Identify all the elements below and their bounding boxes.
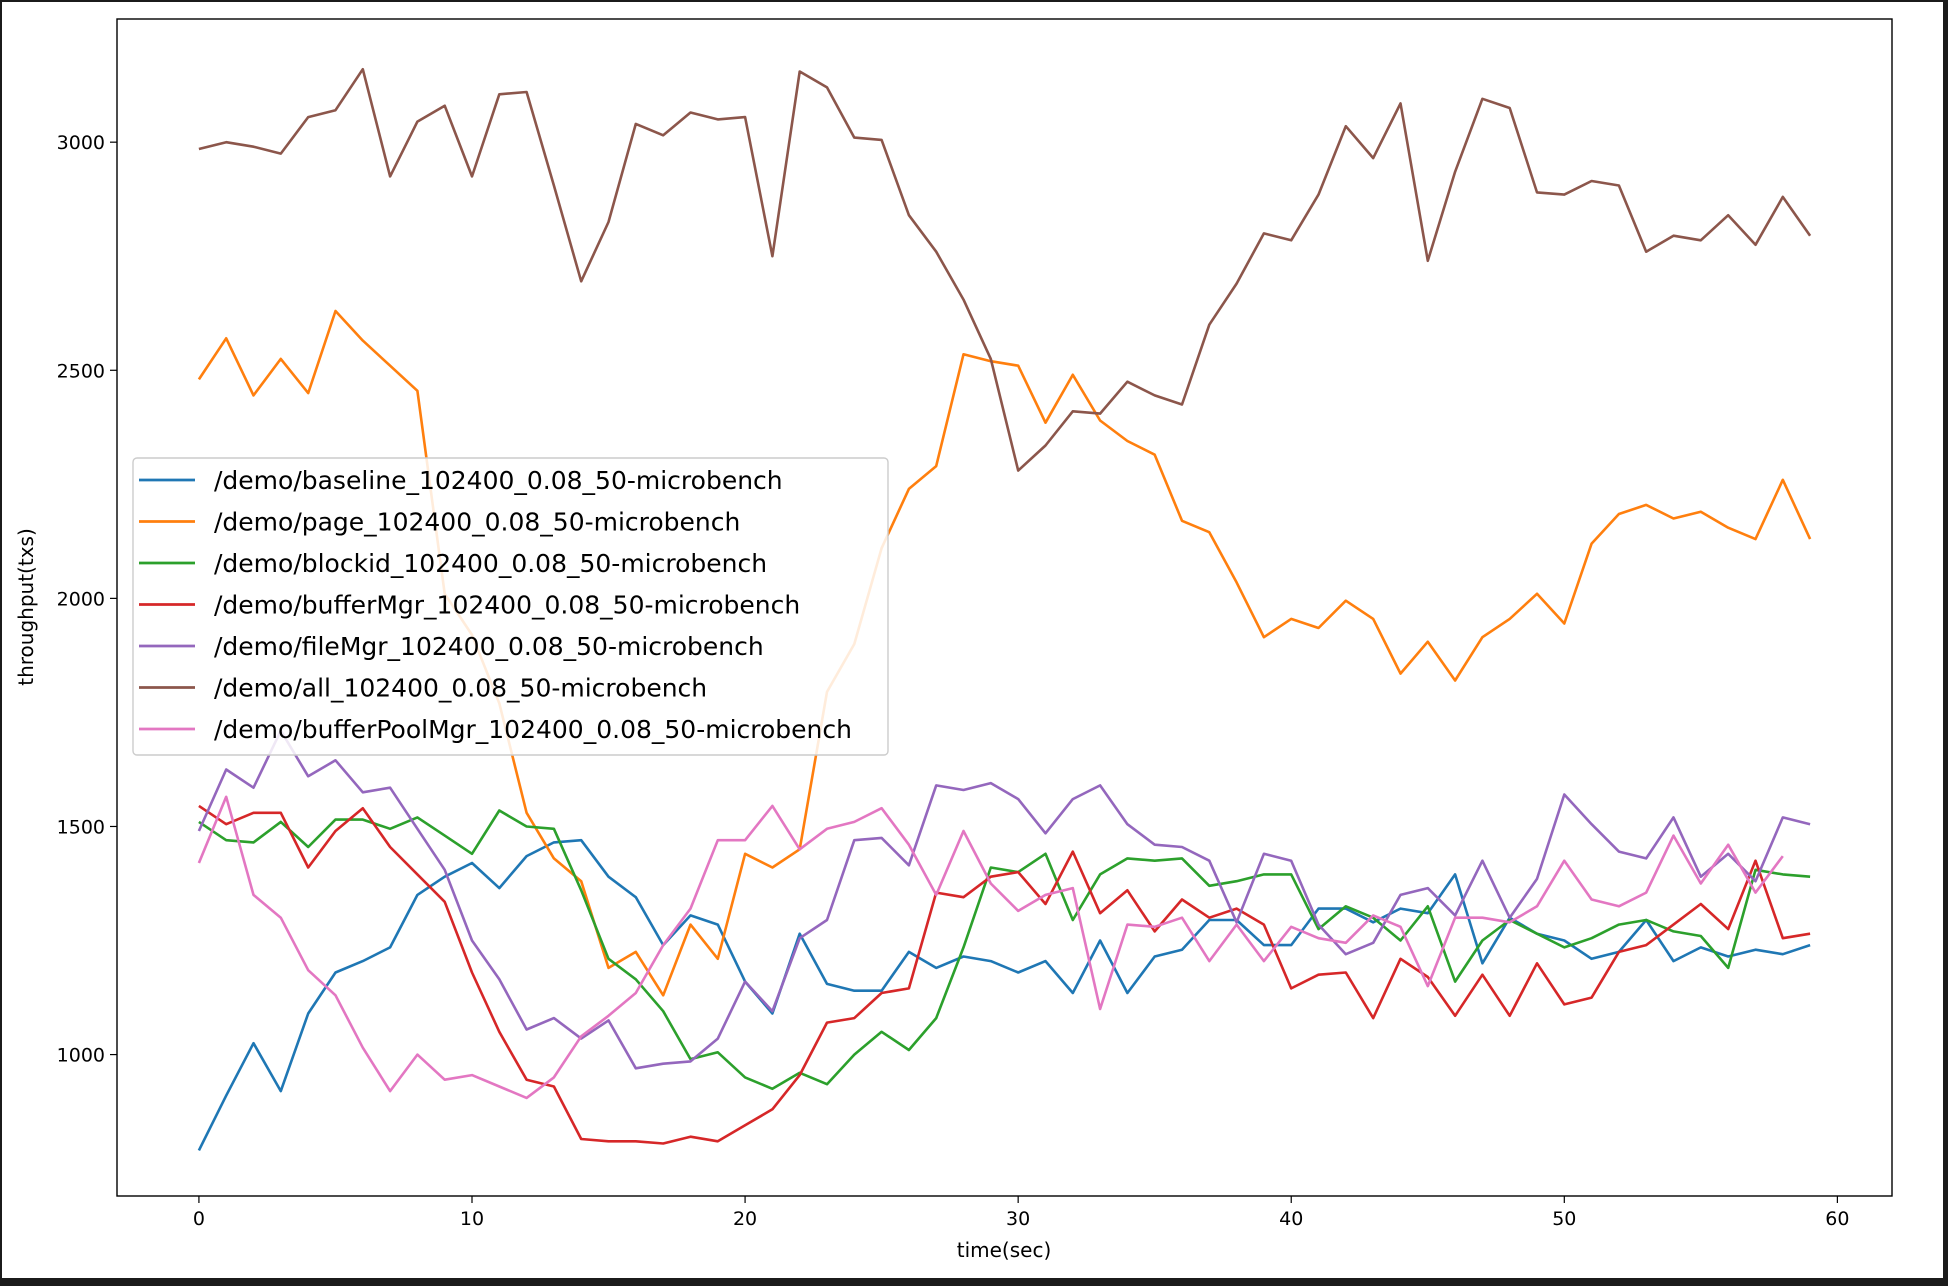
legend-label: /demo/page_102400_0.08_50-microbench bbox=[214, 508, 740, 537]
legend-label: /demo/baseline_102400_0.08_50-microbench bbox=[214, 466, 783, 495]
x-tick-label: 40 bbox=[1279, 1208, 1303, 1230]
legend-label: /demo/all_102400_0.08_50-microbench bbox=[214, 674, 707, 703]
legend-box bbox=[132, 457, 889, 756]
y-tick-label: 2500 bbox=[57, 360, 105, 382]
axis-ticks: 0 10 20 30 40 50 60 1000 1500 2000 2500 3000 bbox=[57, 132, 1850, 1230]
x-tick-label: 50 bbox=[1552, 1208, 1576, 1230]
y-tick-label: 1000 bbox=[57, 1045, 105, 1067]
series-line-5 bbox=[198, 67, 1812, 472]
legend-label: /demo/bufferMgr_102400_0.08_50-microbenc… bbox=[214, 591, 800, 620]
series-line-6 bbox=[197, 795, 1784, 1100]
x-tick-label: 0 bbox=[193, 1208, 205, 1230]
y-tick-label: 3000 bbox=[57, 132, 105, 154]
x-tick-label: 60 bbox=[1825, 1208, 1849, 1230]
series-line-4 bbox=[197, 729, 1811, 1070]
x-tick-label: 20 bbox=[733, 1208, 757, 1230]
legend: /demo/baseline_102400_0.08_50-microbench… bbox=[132, 457, 889, 756]
legend-label: /demo/fileMgr_102400_0.08_50-microbench bbox=[214, 632, 764, 661]
y-tick-label: 1500 bbox=[57, 816, 105, 838]
x-tick-label: 30 bbox=[1006, 1208, 1030, 1230]
series-line-3 bbox=[198, 804, 1811, 1145]
legend-label: /demo/bufferPoolMgr_102400_0.08_50-micro… bbox=[214, 715, 852, 744]
series-line-2 bbox=[198, 809, 1811, 1091]
x-axis-label: time(sec) bbox=[957, 1238, 1052, 1262]
y-tick-label: 2000 bbox=[57, 588, 105, 610]
x-tick-label: 10 bbox=[460, 1208, 484, 1230]
legend-label: /demo/blockid_102400_0.08_50-microbench bbox=[214, 549, 767, 578]
y-axis-label: throughput(txs) bbox=[14, 528, 38, 686]
